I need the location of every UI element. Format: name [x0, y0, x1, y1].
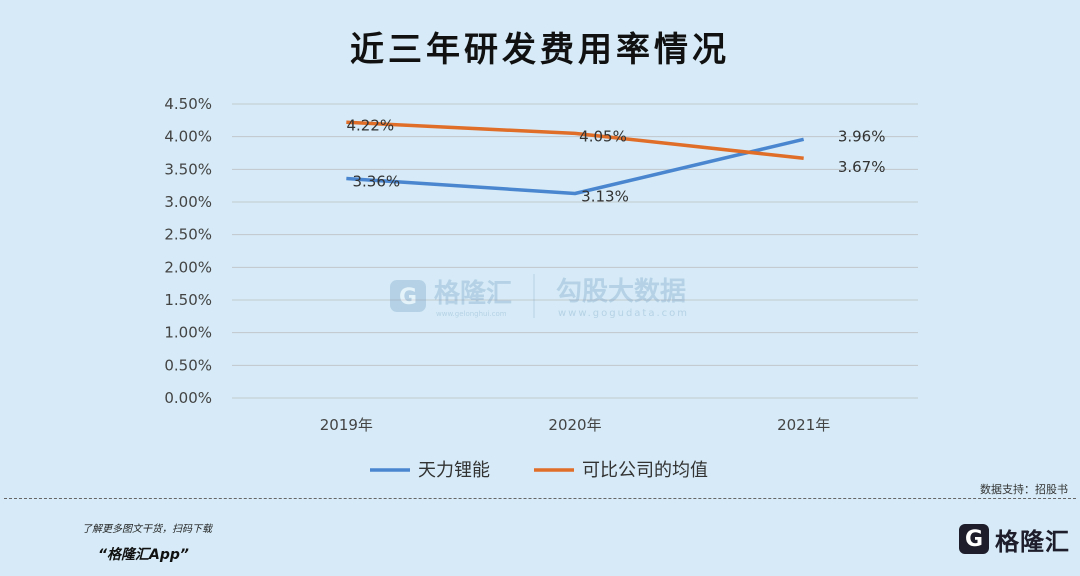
watermark-brand-name: 格隆汇 — [434, 278, 512, 309]
legend: 天力锂能 可比公司的均值 — [370, 460, 708, 481]
watermark: G 格隆汇 www.gelonghui.com 勾股大数据 www.goguda… — [390, 274, 689, 319]
watermark-partner-name: 勾股大数据 — [556, 277, 686, 307]
y-tick-label: 2.00% — [164, 258, 212, 276]
app-name: “格隆汇App” — [98, 547, 189, 563]
data-label: 4.22% — [347, 116, 395, 134]
y-tick-label: 0.00% — [164, 389, 212, 407]
chart-title: 近三年研发费用率情况 — [350, 30, 730, 70]
y-tick-label: 3.00% — [164, 193, 212, 211]
line-chart: 0.00% 0.50% 1.00% 1.50% 2.00% 2.50% 3.00% 3.50%… — [164, 95, 918, 481]
brand-name: 格隆汇 — [995, 527, 1070, 556]
x-tick-label: 2019年 — [320, 416, 373, 434]
promo-text: 了解更多图文干货，扫码下载 — [82, 524, 212, 535]
x-axis-ticks: 2019年 2020年 2021年 — [320, 416, 831, 434]
y-tick-label: 1.00% — [164, 324, 212, 342]
x-tick-label: 2021年 — [777, 416, 830, 434]
y-tick-label: 2.50% — [164, 226, 212, 244]
series-line — [346, 137, 805, 196]
y-axis-ticks: 0.00% 0.50% 1.00% 1.50% 2.00% 2.50% 3.00% 3.50%… — [164, 95, 212, 407]
watermark-logo-letter: G — [399, 285, 417, 310]
y-tick-label: 4.50% — [164, 95, 212, 113]
series-lines — [346, 120, 805, 196]
y-tick-label: 4.00% — [164, 128, 212, 146]
data-labels: 3.36% 3.13% 3.96% 4.22% 4.05% 3.67% — [347, 116, 886, 205]
watermark-partner-url: www.gogudata.com — [558, 308, 689, 319]
watermark-brand-url: www.gelonghui.com — [436, 310, 507, 318]
data-label: 4.05% — [579, 127, 627, 145]
data-label: 3.67% — [838, 158, 886, 176]
y-tick-label: 1.50% — [164, 291, 212, 309]
data-source: 数据支持：招股书 — [980, 483, 1068, 496]
brand-logo-icon: G — [959, 524, 989, 554]
watermark-logo-icon — [390, 280, 426, 312]
y-tick-label: 0.50% — [164, 356, 212, 374]
legend-entry: 天力锂能 — [418, 460, 490, 481]
series-line — [346, 120, 804, 160]
footer-divider — [4, 498, 1076, 499]
gridlines — [232, 103, 918, 399]
legend-entry: 可比公司的均值 — [582, 460, 708, 481]
y-tick-label: 3.50% — [164, 160, 212, 178]
data-label: 3.96% — [838, 127, 886, 145]
data-label: 3.36% — [353, 172, 401, 190]
data-label: 3.13% — [581, 188, 629, 206]
brand: G 格隆汇 — [959, 522, 1070, 556]
x-tick-label: 2020年 — [548, 416, 601, 434]
